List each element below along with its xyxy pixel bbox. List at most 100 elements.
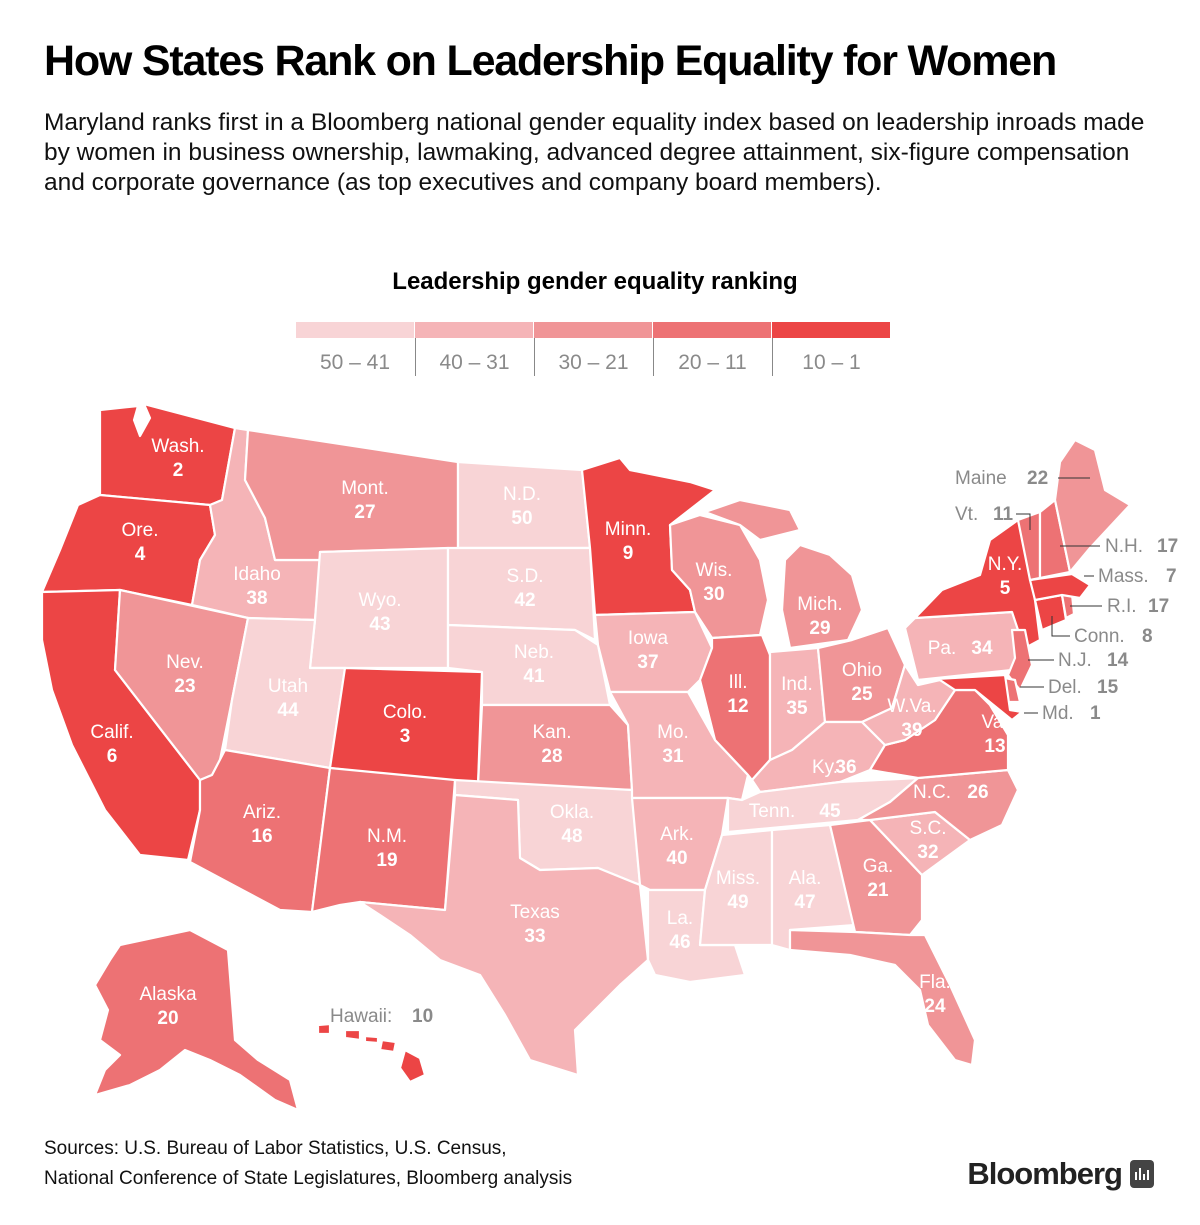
hawaii-oahu[interactable]	[343, 1028, 362, 1042]
state-mass[interactable]	[1028, 572, 1092, 602]
legend-item-40-31: 40 – 31	[415, 322, 533, 376]
label-wyo-rank: 43	[369, 614, 390, 635]
label-nc-rank: 26	[967, 782, 988, 803]
label-va-name: Va.	[981, 712, 1008, 733]
label-vt-rank: 11	[993, 504, 1014, 525]
state-nd[interactable]	[456, 460, 592, 550]
state-mich-upper[interactable]	[703, 498, 802, 542]
label-del-rank: 15	[1097, 677, 1119, 698]
hawaii-molokai[interactable]	[363, 1034, 380, 1045]
label-utah-rank: 44	[277, 700, 299, 721]
legend-item-10-1: 10 – 1	[772, 322, 890, 376]
legend: 50 – 41 40 – 31 30 – 21 20 – 11 10 – 1	[296, 322, 891, 376]
legend-item-20-11: 20 – 11	[653, 322, 771, 376]
sources-line-1: Sources: U.S. Bureau of Labor Statistics…	[44, 1138, 507, 1159]
bloomberg-logo: Bloomberg	[967, 1156, 1154, 1192]
label-alaska-name: Alaska	[139, 984, 196, 1005]
label-mont-name: Mont.	[341, 478, 389, 499]
leader-vt	[1016, 513, 1031, 530]
label-ind-name: Ind.	[781, 674, 813, 695]
state-maine[interactable]	[1053, 438, 1132, 574]
label-hawaii-name: Hawaii:	[330, 1006, 392, 1027]
label-ohio-rank: 25	[851, 684, 873, 705]
state-md[interactable]	[916, 673, 1024, 722]
legend-title: Leadership gender equality ranking	[392, 268, 798, 295]
bloomberg-terminal-icon	[1130, 1160, 1154, 1188]
label-okla-name: Okla.	[550, 802, 594, 823]
label-utah-name: Utah	[268, 676, 308, 697]
state-ore[interactable]	[40, 493, 217, 607]
legend-swatch	[772, 322, 890, 338]
label-nev-name: Nev.	[166, 652, 204, 673]
label-tenn-rank: 45	[819, 801, 841, 822]
hawaii-big-island[interactable]	[398, 1048, 427, 1084]
label-fla-rank: 24	[924, 996, 946, 1017]
sources-note: Sources: U.S. Bureau of Labor Statistics…	[44, 1134, 572, 1194]
sources-line-2: National Conference of State Legislature…	[44, 1168, 573, 1189]
label-mass-name: Mass.	[1098, 566, 1149, 587]
label-iowa-rank: 37	[637, 652, 658, 673]
external-labels: Maine 22 Vt. 11 N.H. 17 Mass. 7 R.I. 17 …	[330, 468, 1178, 1027]
state-alaska[interactable]	[93, 928, 300, 1112]
label-kan-rank: 28	[541, 746, 562, 767]
state-hawaii[interactable]	[316, 1022, 427, 1084]
bar-chart-icon	[1135, 1168, 1149, 1188]
state-pa[interactable]	[903, 610, 1027, 682]
label-alaska-rank: 20	[157, 1008, 178, 1029]
state-ill[interactable]	[698, 633, 772, 782]
label-kan-name: Kan.	[532, 722, 571, 743]
label-del-name: Del.	[1048, 677, 1082, 698]
label-minn-rank: 9	[623, 543, 634, 564]
label-ny-rank: 5	[1000, 578, 1011, 599]
label-miss-name: Miss.	[716, 868, 760, 889]
label-la-rank: 46	[669, 932, 690, 953]
legend-label: 10 – 1	[772, 338, 890, 376]
page-title: How States Rank on Leadership Equality f…	[44, 37, 1057, 85]
label-okla-rank: 48	[561, 826, 582, 847]
label-neb-name: Neb.	[514, 642, 554, 663]
label-nm-name: N.M.	[367, 826, 407, 847]
label-nh-name: N.H.	[1105, 536, 1143, 557]
state-nc[interactable]	[856, 768, 1020, 842]
label-wash-name: Wash.	[151, 436, 204, 457]
label-ri-name: R.I.	[1107, 596, 1137, 617]
label-mich-name: Mich.	[797, 594, 842, 615]
label-calif-name: Calif.	[90, 722, 133, 743]
label-va-rank: 13	[984, 736, 1005, 757]
label-ky-name: Ky.	[812, 757, 838, 778]
state-sd[interactable]	[446, 546, 597, 642]
label-colo-rank: 3	[400, 726, 411, 747]
label-ga-name: Ga.	[863, 856, 894, 877]
brand-name: Bloomberg	[967, 1156, 1123, 1191]
label-nd-name: N.D.	[503, 484, 541, 505]
label-neb-rank: 41	[523, 666, 545, 687]
state-mich[interactable]	[780, 543, 864, 650]
label-nev-rank: 23	[174, 676, 195, 697]
label-wis-rank: 30	[703, 584, 724, 605]
state-nj[interactable]	[1006, 628, 1034, 692]
label-nd-rank: 50	[511, 508, 532, 529]
label-pa-name: Pa.	[928, 638, 957, 659]
label-wis-name: Wis.	[696, 560, 733, 581]
label-ill-name: Ill.	[729, 672, 748, 693]
label-miss-rank: 49	[727, 892, 748, 913]
label-la-name: La.	[667, 908, 693, 929]
label-hawaii-rank: 10	[412, 1006, 433, 1027]
label-vt-name: Vt.	[955, 504, 978, 525]
label-pa-rank: 34	[971, 638, 993, 659]
label-ala-name: Ala.	[789, 868, 822, 889]
hawaii-maui[interactable]	[378, 1038, 398, 1054]
state-fla[interactable]	[788, 928, 977, 1067]
label-conn-name: Conn.	[1074, 626, 1125, 647]
label-tenn-name: Tenn.	[749, 801, 795, 822]
label-mont-rank: 27	[354, 502, 375, 523]
state-texas[interactable]	[358, 793, 650, 1077]
label-ky-rank: 36	[835, 757, 856, 778]
label-texas-name: Texas	[510, 902, 560, 923]
label-ore-rank: 4	[135, 544, 146, 565]
label-ny-name: N.Y.	[988, 554, 1023, 575]
label-mich-rank: 29	[809, 618, 830, 639]
legend-label: 20 – 11	[653, 338, 771, 376]
label-ariz-name: Ariz.	[243, 802, 281, 823]
hawaii-kauai[interactable]	[316, 1022, 332, 1036]
